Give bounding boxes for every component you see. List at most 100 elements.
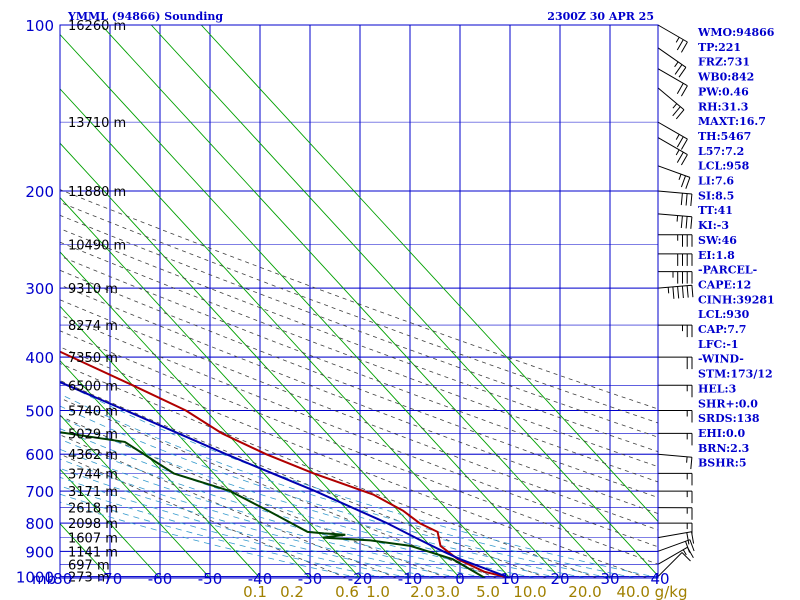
wind-barb [657,284,694,299]
dry-adiabat [60,214,658,438]
wind-barb [657,539,695,553]
temp-tick-label: 20 [550,570,569,588]
dry-adiabat [60,346,648,578]
wind-barb [657,190,693,207]
index-item: PW:0.46 [698,85,749,98]
dry-adiabat [60,228,658,453]
index-item: LI:7.6 [698,175,734,188]
index-item: FRZ:731 [698,56,750,69]
height-label: 3744 m [68,467,118,482]
dry-adiabat [60,397,497,578]
index-item: SW:46 [698,234,737,247]
wind-barb-feather [680,41,688,53]
wind-barb [657,165,691,189]
index-item: WMO:94866 [697,26,775,39]
wind-barb-feather [680,154,688,166]
isotherm-line [60,196,411,578]
index-item: SRDS:138 [698,412,760,425]
wind-barb-staff [657,47,687,68]
dry-adiabat [60,434,397,578]
wind-barb [657,472,693,486]
index-item: EI:1.8 [698,249,735,262]
pressure-tick-label: 400 [25,349,54,367]
index-item: -PARCEL- [698,264,757,277]
pressure-tick-label: 500 [25,403,54,421]
axis-unit-label: mb [32,570,56,588]
wind-barb-staff [657,284,692,289]
temp-tick-label: 40 [650,570,669,588]
index-item: CAPE:12 [698,278,751,291]
wind-barb-feather [686,532,690,545]
wind-barb-staff [657,137,688,156]
index-item: LCL:930 [698,308,750,321]
wind-barb-feather [675,134,680,140]
wind-barb-staff [657,539,691,552]
index-item: SI:8.5 [698,189,734,202]
dry-adiabat [60,380,547,578]
pressure-tick-label: 1000 [16,569,54,587]
temp-tick-label: 0 [455,570,465,588]
wind-barb-feather [681,552,691,562]
wind-barb-feather [674,64,683,75]
isotherm-line [100,25,611,578]
wind-barb-feather [680,193,683,206]
wind-barb-feather [686,456,688,463]
height-label: 16260 m [68,19,126,34]
temp-tick-label: -70 [98,570,123,588]
index-item: HEL:3 [698,382,736,395]
wind-barb-feather [677,286,680,299]
temp-tick-label: -40 [248,570,273,588]
pressure-tick-label: 300 [25,280,54,298]
dry-adiabat [60,269,658,498]
wind-barb-staff [657,213,692,218]
wind-barb [657,213,693,229]
wind-barb-feather [674,61,679,68]
index-item: TT:41 [698,204,733,217]
mixing-ratio-label: 3.0 [436,583,460,600]
mixing-ratio-label: 0.2 [280,583,304,600]
wind-barb [657,121,688,150]
wind-barb-feather [672,103,678,109]
wind-barb-staff [657,87,685,111]
wind-barb [657,137,688,166]
index-item: KI:-3 [698,219,729,232]
wind-barb-feather [678,67,687,78]
wind-barb-feather [686,285,689,298]
plot-frame [59,24,659,579]
index-item: L57:7.2 [698,145,744,158]
wind-barb-feather [680,138,688,150]
wind-barb-feather [676,215,679,222]
wind-barb-feather [689,539,695,552]
isotherm-line [60,305,311,578]
wind-barb-feather [672,106,681,117]
index-item: RH:31.3 [698,100,748,113]
chart-title: YMML (94866) Sounding [67,10,223,23]
wind-barb [657,507,693,520]
pressure-tick-label: 600 [25,446,54,464]
wind-barb-staff [657,165,691,178]
height-label: 3171 m [68,485,118,500]
height-label: 1141 m [68,545,118,560]
index-item: MAXT:16.7 [698,115,766,128]
isotherm-line [60,88,511,578]
height-label: 5029 m [68,427,118,442]
temp-tick-label: 10 [500,570,519,588]
temp-tick-label: 30 [600,570,619,588]
pressure-tick-label: 700 [25,483,54,501]
wind-barb-staff [657,24,688,43]
wind-barb-feather [675,36,680,43]
mixing-ratio-label: 1.0 [366,583,390,600]
index-item: WB0:842 [697,71,754,84]
wind-barb [657,410,693,423]
height-label: 6500 m [68,379,118,394]
height-label: 10490 m [68,239,126,254]
temp-tick-label: -20 [348,570,373,588]
index-item: EHI:0.0 [698,427,745,440]
profile-layer [60,350,511,578]
dry-adiabat [60,255,658,483]
adiabat-layer [60,189,658,578]
wind-barb [657,432,693,446]
